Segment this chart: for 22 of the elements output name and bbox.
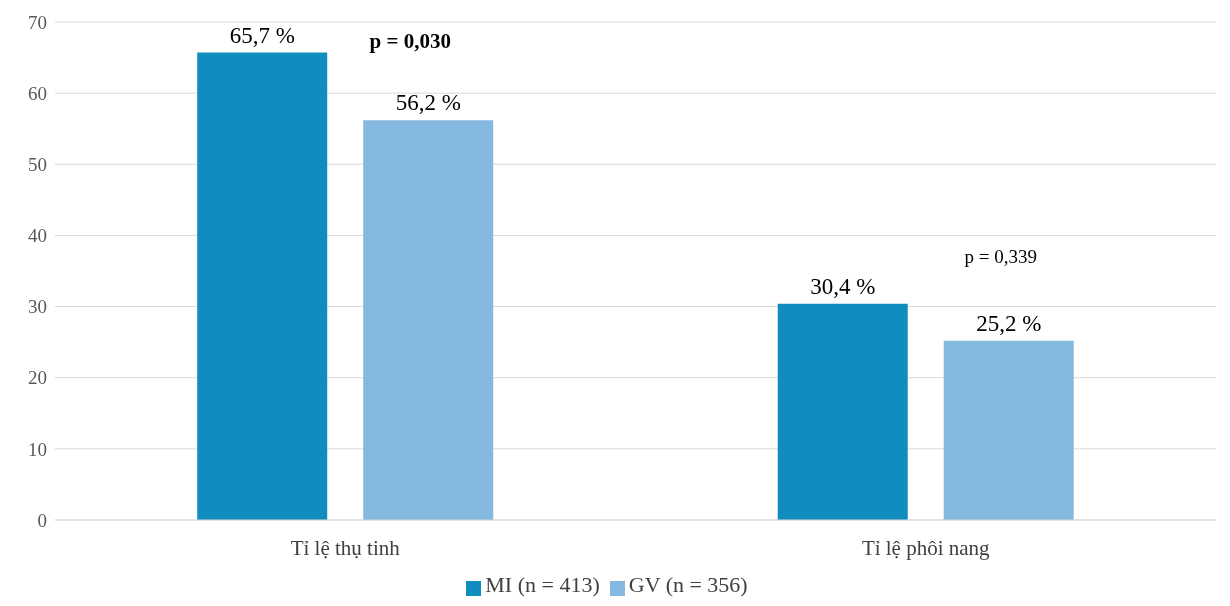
x-tick-label: Tỉ lệ phôi nang [861,535,991,560]
y-tick-label: 70 [28,11,47,33]
annotation: p = 0,030 [369,28,451,53]
y-tick-label: 60 [28,82,47,104]
y-tick-label: 40 [28,225,47,247]
bar [777,303,908,520]
bar [363,120,494,520]
legend-label: MI (n = 413) [485,572,600,597]
data-label: 30,4 % [810,273,876,299]
y-tick-label: 50 [28,154,47,176]
y-tick-label: 10 [28,438,47,460]
y-tick-label: 0 [37,509,47,531]
annotation: p = 0,339 [964,246,1037,268]
data-label: 25,2 % [976,310,1042,336]
legend-label: GV (n = 356) [628,572,748,597]
y-tick-label: 20 [28,367,47,389]
data-label: 65,7 % [229,22,295,48]
bar [943,340,1074,520]
data-label: 56,2 % [395,90,461,116]
y-tick-label: 30 [28,296,47,318]
x-tick-label: Tỉ lệ thụ tinh [290,535,401,560]
bar [197,52,328,520]
